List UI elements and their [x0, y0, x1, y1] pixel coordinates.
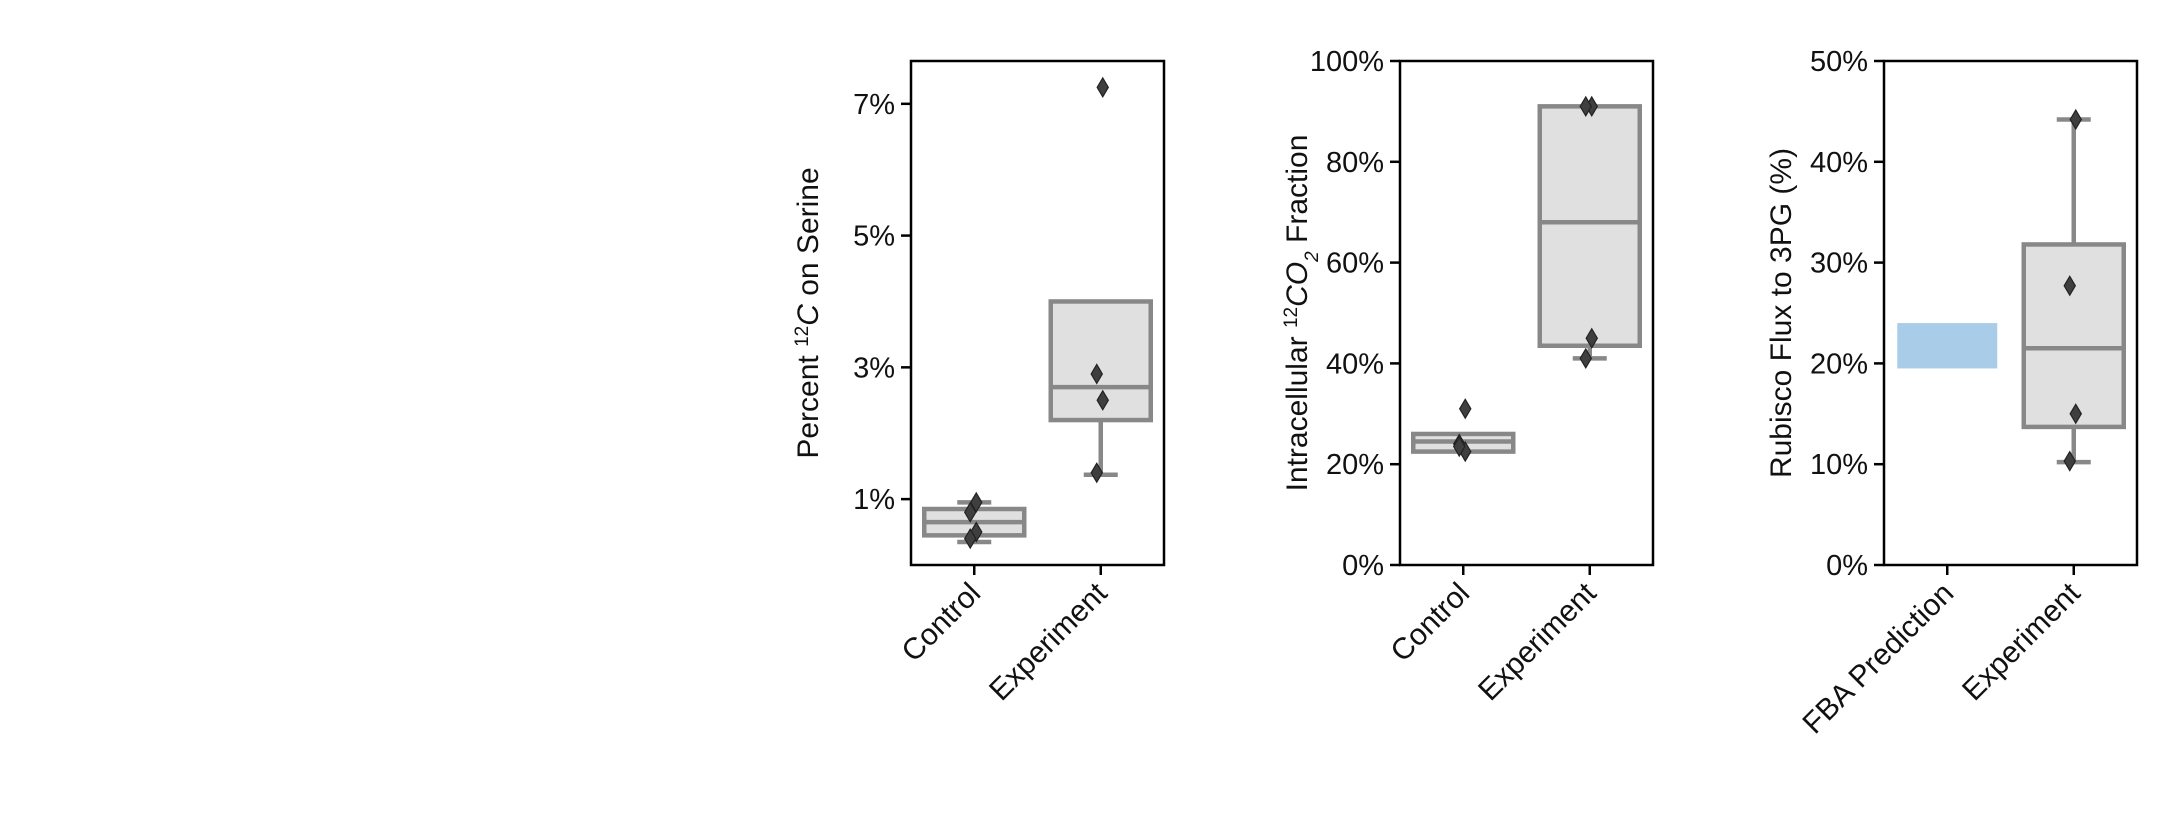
data-point: [963, 501, 977, 523]
y-tick-label: 5%: [853, 221, 895, 253]
x-tick-label: Control: [895, 577, 987, 669]
axes-frame: [909, 59, 1166, 567]
data-point: [1096, 76, 1110, 98]
box-experiment: [2021, 117, 2126, 465]
axes-frame: [1398, 59, 1655, 567]
y-tick-label: 0%: [1342, 550, 1384, 582]
data-point: [1458, 398, 1472, 420]
data-point: [1579, 347, 1593, 369]
data-point: [1090, 462, 1104, 484]
data-point: [1452, 435, 1466, 458]
y-tick-label: 20%: [1810, 348, 1868, 380]
data-point: [969, 521, 983, 543]
y-tick-label: 60%: [1326, 248, 1384, 280]
y-tick-label: 100%: [1310, 46, 1384, 78]
box-body: [1537, 104, 1642, 349]
prediction-band: [1897, 323, 1998, 369]
x-tick-label: Experiment: [1472, 576, 1603, 707]
y-tick-label: 80%: [1326, 147, 1384, 179]
y-tick-label: 10%: [1810, 449, 1868, 481]
y-tick-label: 0%: [1826, 550, 1868, 582]
data-point: [2069, 108, 2083, 131]
y-tick-label: 1%: [853, 484, 895, 516]
box-experiment: [1537, 104, 1642, 361]
data-point: [963, 528, 977, 550]
x-tick-label: Control: [1384, 577, 1476, 669]
box-body: [2021, 242, 2126, 430]
y-tick-label: 40%: [1326, 348, 1384, 380]
x-tick-label: FBA Prediction: [1797, 577, 1961, 741]
y-tick-label: 7%: [853, 89, 895, 121]
data-point: [2063, 450, 2077, 472]
x-tick-label: Experiment: [983, 576, 1114, 707]
y-axis-label: Rubisco Flux to 3PG (%): [1765, 148, 1798, 478]
y-axis-label: Percent 12C on Serine: [792, 167, 826, 458]
data-point: [2069, 403, 2083, 425]
y-tick-label: 20%: [1326, 449, 1384, 481]
y-tick-label: 50%: [1810, 46, 1868, 78]
data-point: [2063, 275, 2077, 297]
y-tick-label: 40%: [1810, 147, 1868, 179]
data-point: [1579, 95, 1593, 117]
data-point: [1090, 363, 1104, 385]
data-point: [1096, 389, 1110, 411]
box-experiment: [1048, 299, 1153, 477]
y-tick-label: 3%: [853, 352, 895, 384]
axes-frame: [1882, 59, 2139, 567]
y-tick-label: 30%: [1810, 248, 1868, 280]
x-tick-label: Experiment: [1956, 576, 2087, 707]
panel-rubisco-flux: 0% 10% 20% 30% 40% 50% FBA PredictionExperimen…: [1765, 46, 2139, 741]
y-axis-label: Intracellular 12CO2 Fraction: [1281, 135, 1323, 492]
data-point: [1585, 327, 1599, 349]
